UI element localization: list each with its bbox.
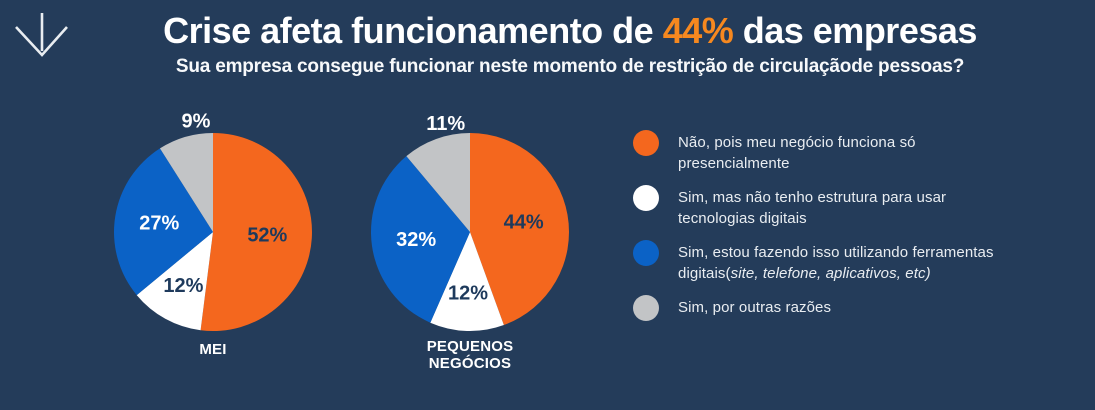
- pie-slice-label: 44%: [504, 212, 544, 234]
- pie-chart-pequenos-negocios: 44% 12% 32% 11%: [371, 113, 570, 331]
- pie-title-pequenos-negocios: PEQUENOS NEGÓCIOS: [426, 338, 514, 372]
- legend-label-italic: site, telefone, aplicativos, etc): [730, 265, 931, 282]
- legend-label: Não, pois meu negócio funciona só presen…: [678, 134, 916, 172]
- page-subtitle: Sua empresa consegue funcionar neste mom…: [175, 56, 965, 77]
- pie-slice: [406, 133, 470, 232]
- pie-slice: [136, 232, 213, 331]
- pie-slice-label: 9%: [182, 111, 211, 133]
- legend-item-white: Sim, mas não tenho estrutura para usar t…: [633, 185, 1053, 229]
- legend-label: Sim, por outras razões: [678, 299, 832, 316]
- pie-slice: [200, 133, 312, 331]
- pie-slice: [470, 133, 570, 326]
- legend: Não, pois meu negócio funciona só presen…: [633, 130, 1053, 334]
- title-text-before: Crise afeta funcionamento de: [163, 10, 663, 51]
- title-highlight: 44%: [662, 10, 734, 51]
- pie-slice-label: 11%: [426, 113, 465, 135]
- down-arrow-icon: [15, 13, 68, 57]
- pie-slice-label: 12%: [163, 275, 203, 297]
- legend-label: Sim, mas não tenho estrutura para usar t…: [678, 189, 947, 227]
- pie-slice: [159, 133, 213, 232]
- pie-title-mei: MEI: [199, 341, 227, 358]
- legend-swatch-orange: [633, 130, 659, 156]
- legend-swatch-gray: [633, 295, 659, 321]
- pie-slice-label: 12%: [448, 282, 488, 304]
- header: Crise afeta funcionamento de 44% das emp…: [70, 10, 1070, 78]
- title-text-after: das empresas: [733, 10, 978, 51]
- pie-slice-label: 52%: [247, 224, 287, 246]
- pie-chart-mei: 52% 12% 27% 9%: [114, 111, 312, 331]
- legend-swatch-white: [633, 185, 659, 211]
- pie-slice: [430, 232, 504, 331]
- pie-slice: [114, 148, 213, 296]
- legend-item-gray: Sim, por outras razões: [633, 295, 1053, 321]
- pie-slice-label: 27%: [139, 212, 179, 234]
- legend-swatch-blue: [633, 240, 659, 266]
- pie-slice-label: 32%: [396, 229, 436, 251]
- page-title: Crise afeta funcionamento de 44% das emp…: [70, 10, 1070, 52]
- legend-item-blue: Sim, estou fazendo isso utilizando ferra…: [633, 240, 1053, 284]
- legend-item-orange: Não, pois meu negócio funciona só presen…: [633, 130, 1053, 174]
- pie-slice: [371, 156, 470, 323]
- legend-label: Sim, estou fazendo isso utilizando ferra…: [678, 244, 994, 282]
